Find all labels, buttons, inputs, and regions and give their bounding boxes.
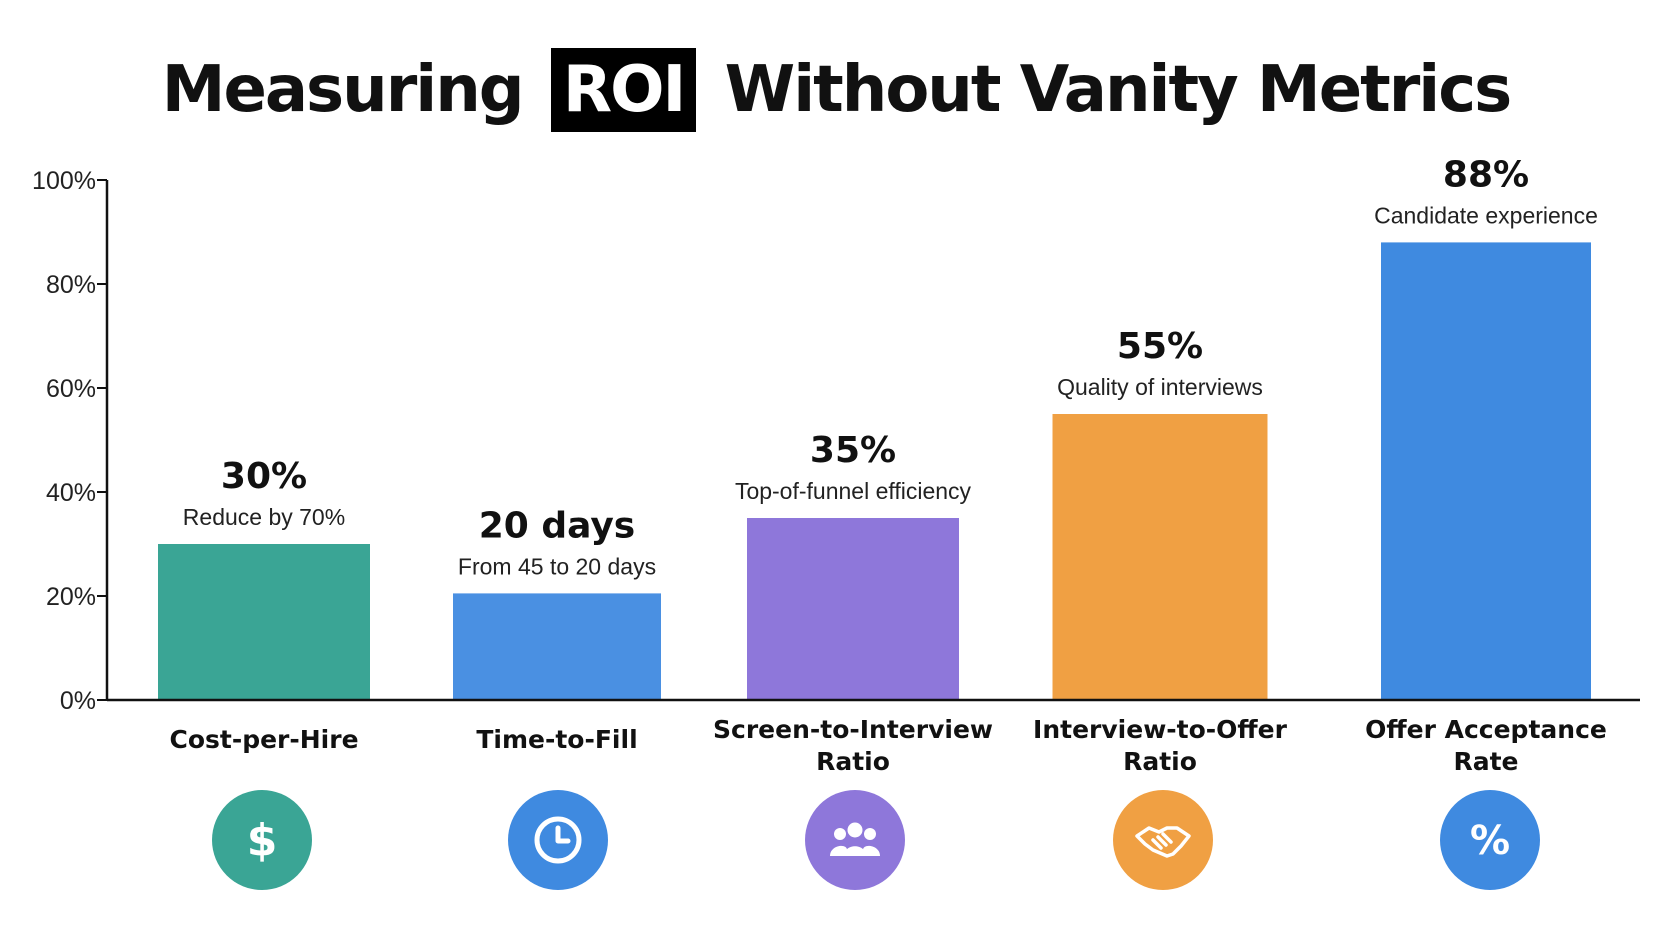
people-icon [830, 822, 880, 856]
handshake-icon [1135, 826, 1191, 858]
bar [453, 593, 661, 700]
bar-annotation: Top-of-funnel efficiency [735, 478, 972, 504]
bar-annotation: Quality of interviews [1057, 374, 1263, 400]
category-label: Time-to-Fill [476, 725, 637, 754]
y-tick-label: 80% [46, 271, 96, 299]
y-tick-label: 100% [32, 167, 96, 195]
dollar-icon-badge: $ [212, 790, 312, 890]
clock-icon [534, 816, 582, 864]
bar-annotation: Candidate experience [1374, 202, 1598, 228]
category-label: Interview-to-Offer [1033, 715, 1288, 744]
bar-annotation: From 45 to 20 days [458, 553, 656, 579]
title-before: Measuring [161, 53, 525, 127]
svg-text:$: $ [247, 815, 278, 866]
title-highlight: ROI [550, 48, 697, 132]
category-label: Rate [1453, 747, 1518, 776]
bar [1381, 242, 1591, 700]
svg-text:%: % [1470, 818, 1510, 864]
bar [158, 544, 370, 700]
people-icon-badge [805, 790, 905, 890]
percent-icon-badge: % [1440, 790, 1540, 890]
data-label: 20 days [479, 505, 635, 546]
dollar-icon: $ [247, 815, 278, 866]
data-label: 30% [221, 456, 307, 497]
bar [1052, 414, 1268, 700]
category-label: Ratio [1123, 747, 1197, 776]
y-tick-label: 40% [46, 479, 96, 507]
y-tick-label: 20% [46, 583, 96, 611]
chart-title: Measuring ROI Without Vanity Metrics [0, 42, 1672, 138]
data-label: 55% [1117, 326, 1203, 367]
handshake-icon-badge [1113, 790, 1213, 890]
y-tick-label: 60% [46, 375, 96, 403]
y-tick-label: 0% [60, 687, 96, 715]
category-label: Screen-to-Interview [713, 715, 993, 744]
title-after: Without Vanity Metrics [724, 53, 1513, 127]
data-label: 35% [810, 430, 896, 471]
data-label: 88% [1443, 154, 1529, 195]
category-label: Cost-per-Hire [169, 725, 358, 754]
bar-annotation: Reduce by 70% [183, 504, 345, 530]
category-label: Offer Acceptance [1365, 715, 1607, 744]
bar [747, 518, 959, 700]
percent-icon: % [1470, 818, 1510, 864]
clock-icon-badge [508, 790, 608, 890]
category-label: Ratio [816, 747, 890, 776]
